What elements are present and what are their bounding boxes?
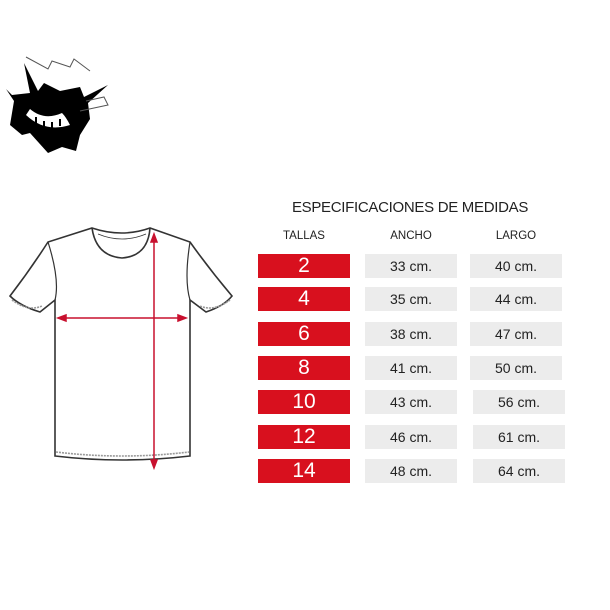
size-cell: 4 (258, 287, 350, 311)
length-cell: 40 cm. (470, 254, 562, 278)
length-cell: 61 cm. (473, 425, 565, 449)
table-row: 10 43 cm. 56 cm. (0, 390, 610, 414)
length-cell: 64 cm. (473, 459, 565, 483)
width-cell: 48 cm. (365, 459, 457, 483)
table-row: 12 46 cm. 61 cm. (0, 425, 610, 449)
header-tallas: TALLAS (283, 230, 325, 242)
table-row: 6 38 cm. 47 cm. (0, 322, 610, 346)
ghost-logo-icon (6, 56, 109, 153)
tshirt-diagram (8, 227, 234, 471)
width-cell: 41 cm. (365, 356, 457, 380)
page-title: ESPECIFICACIONES DE MEDIDAS (291, 199, 529, 216)
length-cell: 56 cm. (473, 390, 565, 414)
table-row: 14 48 cm. 64 cm. (0, 459, 610, 483)
size-cell: 14 (258, 459, 350, 483)
width-cell: 33 cm. (365, 254, 457, 278)
size-cell: 12 (258, 425, 350, 449)
size-cell: 10 (258, 390, 350, 414)
header-largo: LARGO (495, 230, 537, 242)
size-cell: 6 (258, 322, 350, 346)
size-cell: 8 (258, 356, 350, 380)
width-cell: 46 cm. (365, 425, 457, 449)
width-cell: 43 cm. (365, 390, 457, 414)
width-cell: 35 cm. (365, 287, 457, 311)
width-cell: 38 cm. (365, 322, 457, 346)
header-ancho: ANCHO (390, 230, 432, 242)
table-row: 8 41 cm. 50 cm. (0, 356, 610, 380)
length-cell: 47 cm. (470, 322, 562, 346)
size-cell: 2 (258, 254, 350, 278)
length-cell: 44 cm. (470, 287, 562, 311)
table-row: 4 35 cm. 44 cm. (0, 287, 610, 311)
table-row: 2 33 cm. 40 cm. (0, 254, 610, 278)
length-cell: 50 cm. (470, 356, 562, 380)
measure-arrows (55, 231, 189, 471)
